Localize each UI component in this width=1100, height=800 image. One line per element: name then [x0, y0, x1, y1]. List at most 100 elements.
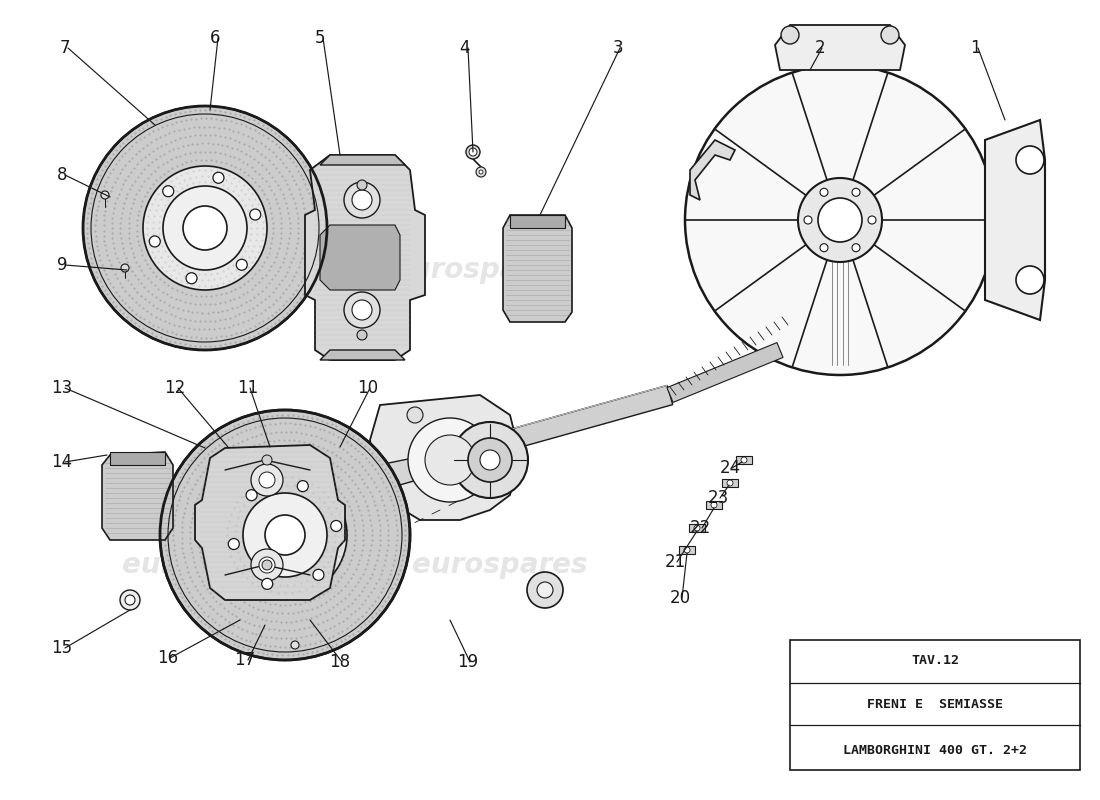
Circle shape [408, 418, 492, 502]
Text: 16: 16 [157, 649, 178, 667]
Circle shape [163, 186, 248, 270]
Text: 2: 2 [815, 39, 825, 57]
Circle shape [262, 455, 272, 465]
Circle shape [121, 264, 129, 272]
Text: 18: 18 [329, 653, 351, 671]
Circle shape [684, 547, 690, 553]
Text: 11: 11 [238, 379, 258, 397]
Text: FRENI E  SEMIASSE: FRENI E SEMIASSE [867, 698, 1003, 710]
Polygon shape [305, 155, 425, 360]
Circle shape [727, 480, 733, 486]
Circle shape [344, 182, 380, 218]
Text: eurospares: eurospares [412, 551, 587, 579]
Circle shape [537, 582, 553, 598]
Circle shape [262, 578, 273, 590]
Circle shape [425, 435, 475, 485]
Circle shape [246, 490, 257, 501]
Polygon shape [320, 350, 405, 360]
Circle shape [344, 292, 380, 328]
Text: LAMBORGHINI 400 GT. 2+2: LAMBORGHINI 400 GT. 2+2 [843, 743, 1027, 757]
Polygon shape [689, 524, 705, 532]
Circle shape [881, 26, 899, 44]
Text: 1: 1 [970, 39, 980, 57]
Text: 21: 21 [664, 553, 685, 571]
Text: eurospares: eurospares [122, 551, 298, 579]
Text: eurospares: eurospares [112, 256, 288, 284]
Polygon shape [320, 155, 405, 165]
Text: 14: 14 [52, 453, 73, 471]
Circle shape [258, 472, 275, 488]
Polygon shape [370, 395, 520, 520]
Circle shape [469, 148, 477, 156]
Circle shape [818, 198, 862, 242]
Circle shape [1016, 266, 1044, 294]
Circle shape [331, 521, 342, 531]
Circle shape [258, 557, 275, 573]
Circle shape [452, 422, 528, 498]
Circle shape [223, 473, 346, 597]
Polygon shape [510, 215, 565, 228]
Polygon shape [110, 452, 165, 465]
Circle shape [262, 560, 272, 570]
Circle shape [183, 206, 227, 250]
Circle shape [292, 641, 299, 649]
Circle shape [213, 172, 224, 183]
Circle shape [476, 167, 486, 177]
Circle shape [711, 502, 717, 508]
Polygon shape [706, 501, 722, 509]
Polygon shape [984, 120, 1045, 320]
Circle shape [352, 300, 372, 320]
Text: 6: 6 [210, 29, 220, 47]
Circle shape [527, 572, 563, 608]
Circle shape [82, 106, 327, 350]
Circle shape [101, 191, 109, 199]
Circle shape [741, 457, 747, 463]
Circle shape [852, 188, 860, 196]
Circle shape [868, 216, 876, 224]
Text: 4: 4 [460, 39, 471, 57]
Circle shape [265, 515, 305, 555]
Circle shape [143, 166, 267, 290]
Text: 7: 7 [59, 39, 70, 57]
Text: 13: 13 [52, 379, 73, 397]
Polygon shape [503, 215, 572, 322]
Circle shape [694, 525, 700, 531]
Polygon shape [330, 450, 452, 505]
Polygon shape [722, 479, 738, 487]
Text: 10: 10 [358, 379, 378, 397]
Text: 22: 22 [690, 519, 711, 537]
Circle shape [820, 244, 828, 252]
Text: 8: 8 [57, 166, 67, 184]
Circle shape [468, 438, 512, 482]
Circle shape [251, 549, 283, 581]
Circle shape [163, 186, 174, 197]
Polygon shape [328, 386, 673, 500]
Circle shape [250, 209, 261, 220]
Circle shape [478, 170, 483, 174]
Text: 17: 17 [234, 651, 255, 669]
Text: 9: 9 [57, 256, 67, 274]
Circle shape [150, 236, 161, 247]
Text: 3: 3 [613, 39, 624, 57]
Text: eurospares: eurospares [393, 256, 568, 284]
Circle shape [685, 65, 996, 375]
Circle shape [186, 273, 197, 284]
Circle shape [312, 570, 323, 580]
Polygon shape [679, 546, 695, 554]
Polygon shape [667, 342, 783, 402]
Circle shape [798, 178, 882, 262]
Polygon shape [776, 25, 905, 70]
Circle shape [1016, 146, 1044, 174]
Polygon shape [320, 225, 400, 290]
Circle shape [358, 180, 367, 190]
Circle shape [358, 330, 367, 340]
Text: 5: 5 [315, 29, 326, 47]
Polygon shape [736, 456, 752, 464]
Circle shape [236, 259, 248, 270]
Text: 20: 20 [670, 589, 691, 607]
Circle shape [407, 407, 424, 423]
Circle shape [480, 450, 501, 470]
Text: TAV.12: TAV.12 [911, 654, 959, 667]
Circle shape [297, 481, 308, 492]
Circle shape [781, 26, 799, 44]
